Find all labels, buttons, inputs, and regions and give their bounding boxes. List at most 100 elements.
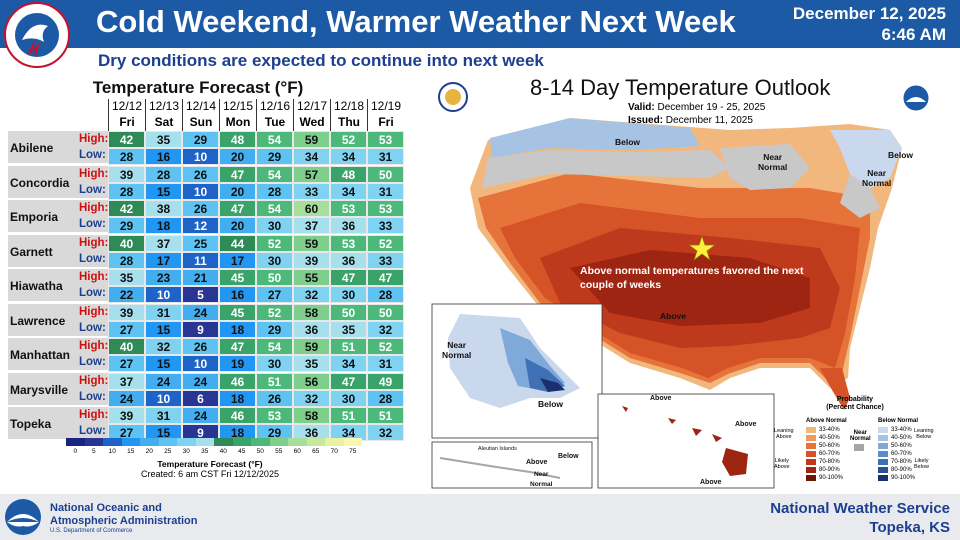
colorbar-segment xyxy=(121,438,140,446)
high-temp-cell: 42 xyxy=(108,131,145,148)
date-header-cell: 12/15 xyxy=(219,99,256,115)
low-temp-cell: 29 xyxy=(108,217,145,234)
low-temp-cell: 35 xyxy=(293,355,330,372)
low-temp-cell: 20 xyxy=(219,148,256,165)
low-temp-cell: 29 xyxy=(256,148,293,165)
low-temp-cell: 9 xyxy=(182,320,219,338)
high-label: High: xyxy=(79,340,109,352)
legend-above-header: Above Normal xyxy=(806,418,847,424)
colorbar-tick: 35 xyxy=(201,448,209,455)
high-label: High: xyxy=(79,409,109,421)
high-low-labels: High: Low: xyxy=(76,372,108,407)
issued-label: Issued: xyxy=(628,115,664,126)
low-temp-cell: 36 xyxy=(330,217,367,234)
legend-swatch xyxy=(878,459,888,465)
colorbar-tick: 65 xyxy=(312,448,320,455)
high-temp-cell: 23 xyxy=(145,269,182,286)
low-label: Low: xyxy=(79,252,106,265)
day-header-cell: Sat xyxy=(145,115,182,131)
high-temp-cell: 53 xyxy=(367,200,404,217)
legend-entry: 90-100% xyxy=(878,474,915,482)
legend-likely-below: Likely Below xyxy=(914,458,929,470)
low-temp-cell: 30 xyxy=(330,286,367,303)
valid-label: Valid: xyxy=(628,102,655,113)
valid-dates: December 19 - 25, 2025 xyxy=(657,102,766,113)
legend-entry: 50-60% xyxy=(878,442,915,450)
legend-swatch xyxy=(878,443,888,449)
aleutian-islands xyxy=(439,457,561,479)
label-below-aleut: Below xyxy=(558,453,579,460)
high-temp-cell: 53 xyxy=(256,407,293,424)
high-temp-cell: 50 xyxy=(330,303,367,321)
legend-swatch xyxy=(806,467,816,473)
low-temp-cell: 36 xyxy=(293,424,330,441)
high-temp-cell: 52 xyxy=(256,234,293,252)
day-header-cell: Sun xyxy=(182,115,219,131)
high-temp-cell: 59 xyxy=(293,338,330,355)
legend-entry: 33-40% xyxy=(806,426,843,434)
page-subtitle: Dry conditions are expected to continue … xyxy=(98,51,544,70)
hawaii-islands xyxy=(622,406,748,476)
high-temp-cell: 31 xyxy=(145,303,182,321)
high-label: High: xyxy=(79,133,109,145)
label-below-ne: Below xyxy=(888,150,914,160)
high-temp-cell: 39 xyxy=(108,303,145,321)
low-temp-cell: 15 xyxy=(145,182,182,200)
low-temp-cell: 27 xyxy=(256,286,293,303)
low-temp-cell: 33 xyxy=(367,217,404,234)
high-temp-cell: 53 xyxy=(330,234,367,252)
low-temp-cell: 33 xyxy=(293,182,330,200)
legend-entry: 70-80% xyxy=(806,458,843,466)
table-title: Temperature Forecast (°F) xyxy=(92,78,304,97)
north-below-band xyxy=(490,118,700,158)
low-temp-cell: 34 xyxy=(330,355,367,372)
high-temp-cell: 26 xyxy=(182,165,219,183)
high-temp-cell: 28 xyxy=(145,165,182,183)
legend-swatch xyxy=(806,427,816,433)
issue-datetime: December 12, 2025 6:46 AM xyxy=(793,3,946,45)
high-temp-cell: 42 xyxy=(108,200,145,217)
high-label: High: xyxy=(79,271,109,283)
table-row: Manhattan High: Low: 40 32 26 47 54 59 51 52 27 15 10… xyxy=(8,338,412,372)
outlook-map-panel: 8-14 Day Temperature Outlook Valid: Dece… xyxy=(430,75,938,490)
low-temp-cell: 34 xyxy=(330,182,367,200)
legend-above-list: 33-40% 40-50% 50-60% 60-70% 70-80% 80-90% 90-1… xyxy=(806,426,843,482)
low-temp-cell: 37 xyxy=(293,217,330,234)
label-aleutian: Aleutian Islands xyxy=(478,446,517,452)
high-low-labels: High: Low: xyxy=(76,338,108,372)
colorbar-tick: 75 xyxy=(349,448,357,455)
low-temp-cell: 28 xyxy=(367,286,404,303)
low-temp-cell: 18 xyxy=(219,320,256,338)
high-temp-cell: 32 xyxy=(145,338,182,355)
high-temp-cell: 54 xyxy=(256,165,293,183)
low-temp-cell: 20 xyxy=(219,182,256,200)
low-temp-cell: 28 xyxy=(108,182,145,200)
low-temp-cell: 28 xyxy=(108,148,145,165)
valid-period: Valid: December 19 - 25, 2025 xyxy=(628,102,765,113)
legend-entry: 40-50% xyxy=(806,434,843,442)
legend-swatch xyxy=(878,451,888,457)
high-temp-cell: 58 xyxy=(293,303,330,321)
colorbar-segment xyxy=(177,438,196,446)
label-below-north: Below xyxy=(615,137,641,147)
nws-name: National Weather Service xyxy=(770,500,950,517)
label-near-normal-gl: Near Normal xyxy=(758,152,788,172)
commerce-seal-icon xyxy=(438,82,468,112)
legend-swatch xyxy=(878,427,888,433)
high-temp-cell: 55 xyxy=(293,269,330,286)
low-temp-cell: 27 xyxy=(108,424,145,441)
high-label: High: xyxy=(79,236,109,249)
colorbar-tick: 25 xyxy=(164,448,172,455)
low-temp-cell: 28 xyxy=(256,182,293,200)
low-temp-cell: 16 xyxy=(145,148,182,165)
colorbar-tick: 30 xyxy=(182,448,190,455)
high-temp-cell: 35 xyxy=(108,269,145,286)
city-name: Lawrence xyxy=(8,303,76,338)
legend-entry: 80-90% xyxy=(806,466,843,474)
low-temp-cell: 39 xyxy=(293,251,330,269)
city-name: Emporia xyxy=(8,200,76,234)
outlook-map xyxy=(431,118,902,489)
table-row: Hiawatha High: Low: 35 23 21 45 50 55 47 47 22 10 5 16… xyxy=(8,269,412,303)
colorbar-segment xyxy=(232,438,251,446)
high-temp-cell: 48 xyxy=(219,131,256,148)
